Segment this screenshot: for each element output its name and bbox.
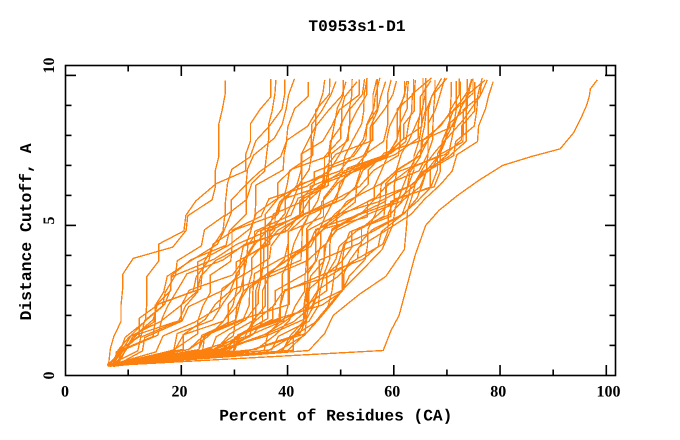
svg-text:Distance Cutoff, A: Distance Cutoff, A bbox=[17, 143, 36, 320]
svg-text:10: 10 bbox=[41, 58, 58, 74]
svg-text:40: 40 bbox=[278, 384, 294, 401]
svg-text:60: 60 bbox=[384, 384, 400, 401]
svg-text:5: 5 bbox=[41, 217, 58, 225]
svg-text:100: 100 bbox=[597, 384, 621, 401]
svg-text:T0953s1-D1: T0953s1-D1 bbox=[308, 18, 405, 36]
svg-text:0: 0 bbox=[61, 384, 69, 401]
svg-text:0: 0 bbox=[41, 372, 58, 380]
svg-text:20: 20 bbox=[172, 384, 188, 401]
svg-text:80: 80 bbox=[490, 384, 506, 401]
svg-text:Percent of Residues (CA): Percent of Residues (CA) bbox=[219, 408, 452, 426]
